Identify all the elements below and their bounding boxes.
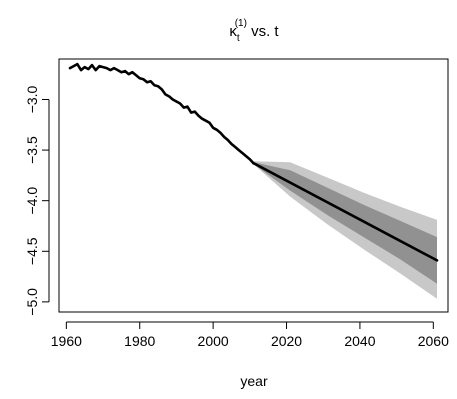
y-tick-label: −4.0 (24, 187, 40, 215)
series-lines (68, 62, 439, 262)
y-tick-label: −3.5 (24, 136, 40, 164)
x-tick-label: 2060 (418, 333, 449, 349)
inner-interval-band (253, 162, 437, 284)
title-symbol: κ (229, 23, 237, 40)
x-axis-label: year (240, 373, 268, 389)
y-tick-label: −4.5 (24, 237, 40, 265)
x-tick-label: 2040 (344, 333, 375, 349)
chart-title: κt (1) vs. t (229, 18, 279, 44)
x-tick-label: 2000 (198, 333, 229, 349)
x-tick-label: 1960 (51, 333, 82, 349)
y-axis: −3.0 −3.5 −4.0 −4.5 −5.0 (24, 85, 50, 316)
title-subscript: t (237, 33, 240, 44)
title-suffix: vs. t (247, 23, 280, 40)
plot-frame (58, 58, 449, 313)
y-tick-label: −3.0 (24, 85, 40, 113)
forecast-central-line (252, 161, 439, 262)
title-superscript: (1) (235, 18, 247, 29)
observed-line (68, 62, 255, 165)
forecast-fan-bands (253, 161, 437, 299)
x-tick-label: 2020 (271, 333, 302, 349)
y-tick-label: −5.0 (24, 288, 40, 316)
x-axis: 1960 1980 2000 2020 2040 2060 (51, 321, 449, 349)
x-tick-label: 1980 (124, 333, 155, 349)
